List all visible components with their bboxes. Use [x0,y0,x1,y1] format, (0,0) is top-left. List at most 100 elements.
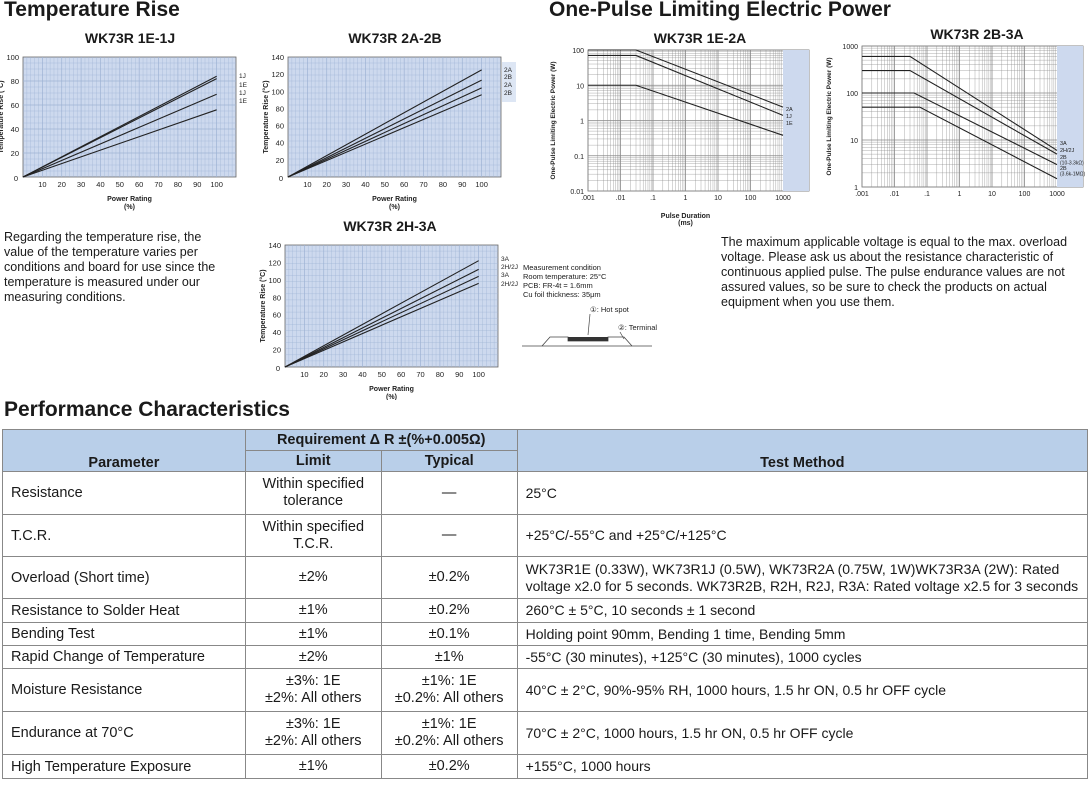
x-axis-unit: (%) [124,204,135,211]
series-label: 1E [786,121,793,127]
y-tick-label: 10 [576,83,584,90]
cell-test-method: WK73R1E (0.33W), WK73R1J (0.5W), WK73R2A… [516,556,1089,599]
y-tick-label: 20 [273,346,281,355]
y-tick-label: 40 [276,139,284,148]
series-label: 3A [501,256,510,263]
header-parameter: Parameter [2,429,246,472]
series-label: 2B [504,74,512,81]
cell-parameter: Overload (Short time) [2,556,246,599]
y-axis-label: One-Pulse Limiting Electric Power (W) [550,61,557,179]
series-line [862,70,1058,155]
series-label: 2B [1060,155,1067,161]
cell-typical-line: ±0.1% [428,625,470,642]
x-axis-unit: (ms) [678,220,693,227]
cell-typical-line: ±1%: 1E [421,673,477,689]
x-tick-label: 50 [116,180,124,189]
y-tick-label: 40 [273,328,281,337]
x-tick-label: 1000 [1049,191,1065,198]
cell-typical: ±0.2% [380,598,518,623]
x-tick-label: .01 [890,191,900,198]
cell-limit-line: ±2%: All others [264,690,362,706]
x-tick-label: 100 [210,180,223,189]
x-axis-unit: (%) [389,204,400,211]
series-label: 2H/2J [501,264,518,271]
series-line [22,109,217,178]
cell-test-method: +155°C, 1000 hours [516,754,1089,779]
y-tick-label: 1 [854,185,858,192]
measurement-line: Room temperature: 25°C [523,272,607,281]
cell-test-method-line: +155°C, 1000 hours [525,758,651,774]
cell-typical-line: — [441,484,457,501]
series-line [588,84,784,136]
cell-limit: Within specified tolerance [244,471,382,515]
series-label: 2A [504,82,513,89]
cell-limit-line: ±1% [298,758,328,774]
origin-label: 0 [276,364,280,373]
cell-parameter: Resistance to Solder Heat [2,598,246,623]
table-row: T.C.R. Within specified T.C.R. — +25°C/-55°C… [2,514,1089,557]
table-row: Overload (Short time) ±2% ±0.2% WK73R1E (0.… [2,556,1089,599]
series-line [287,69,482,178]
cell-limit: ±1% [244,754,382,779]
x-tick-label: 10 [714,195,722,202]
series-label: 2H/2J [501,281,518,288]
y-tick-label: 80 [11,77,19,86]
chart-2a-2b: 10 20 30 40 50 60 70 80 90 100 0 20 40 60 80 100 120 140 P… [262,53,516,211]
cell-limit-line: ±1% [298,602,328,618]
series-line [287,79,482,178]
x-tick-label: 60 [397,370,405,379]
cell-typical-line: — [441,527,457,543]
chart-title-2a-2b: WK73R 2A-2B [348,30,442,46]
x-tick-label: .1 [924,191,930,198]
y-tick-label: 40 [11,125,19,134]
legend-box [502,62,516,102]
cell-limit-line: ±2%: All others [264,733,362,749]
cell-test-method: 260°C ± 5°C, 10 seconds ± 1 second [516,598,1089,623]
cell-test-method-line: 70°C ± 2°C, 1000 hours, 1.5 hr ON, 0.5 h… [525,724,854,741]
x-tick-label: 70 [416,370,424,379]
x-tick-label: 50 [378,370,386,379]
cell-test-method: 40°C ± 2°C, 90%-95% RH, 1000 hours, 1.5 … [516,668,1089,712]
cell-parameter: High Temperature Exposure [2,754,246,779]
measurement-line: PCB: FR-4t = 1.6mm [523,281,593,290]
y-axis-label: One-Pulse Limiting Electric Power (W) [826,57,833,175]
measurement-condition: Measurement condition Room temperature: … [523,263,643,299]
series-line [22,93,217,178]
y-tick-label: 0.1 [574,154,584,161]
cell-typical-line: ±1% [434,648,464,665]
cell-limit-line: ±1% [298,625,328,642]
cell-limit-line: Within specified [262,518,365,535]
x-tick-label: 80 [436,370,444,379]
y-tick-label: 120 [268,258,281,267]
legend-panel [1057,46,1083,187]
cell-test-method: 70°C ± 2°C, 1000 hours, 1.5 hr ON, 0.5 h… [516,711,1089,755]
resistor-element [568,337,608,341]
cell-parameter: Rapid Change of Temperature [2,645,246,669]
y-tick-label: 60 [273,311,281,320]
x-tick-label: 1 [958,191,962,198]
cell-limit: ±1% [244,598,382,623]
origin-label: 0 [279,174,283,183]
y-tick-label: 100 [268,276,281,285]
series-label: 3A [501,272,510,279]
chart-2b-3a: .001 .01 .1 1 10 100 1000 1000 100 10 1 One-Pulse L… [826,44,1085,198]
x-tick-label: 70 [419,180,427,189]
series-label: 1J [239,73,246,80]
cell-test-method-line: WK73R1E (0.33W), WK73R1J (0.5W), WK73R2A… [525,560,1060,577]
x-tick-label: 70 [154,180,162,189]
series-label-detail: (3.6k-1MΩ) [1060,172,1085,178]
table-row: Resistance Within specified tolerance —25°C [2,471,1089,515]
y-tick-label: 120 [271,70,284,79]
table-row: Resistance to Solder Heat ±1% ±0.2% 260°C ±… [2,598,1089,623]
cell-parameter: T.C.R. [2,514,246,557]
series-line [287,87,482,178]
series-label: 2H/2J [1060,148,1075,154]
series-label: 2B [1060,166,1067,172]
cell-limit: ±3%: 1E ±2%: All others [244,711,382,755]
x-tick-label: 10 [988,191,996,198]
cell-parameter: Resistance [2,471,246,515]
cell-limit-line: tolerance [283,493,344,509]
cell-limit: ±2% [244,645,382,669]
cell-typical-line: ±0.2% [428,758,470,774]
cell-limit-line: ±3%: 1E [285,716,341,732]
